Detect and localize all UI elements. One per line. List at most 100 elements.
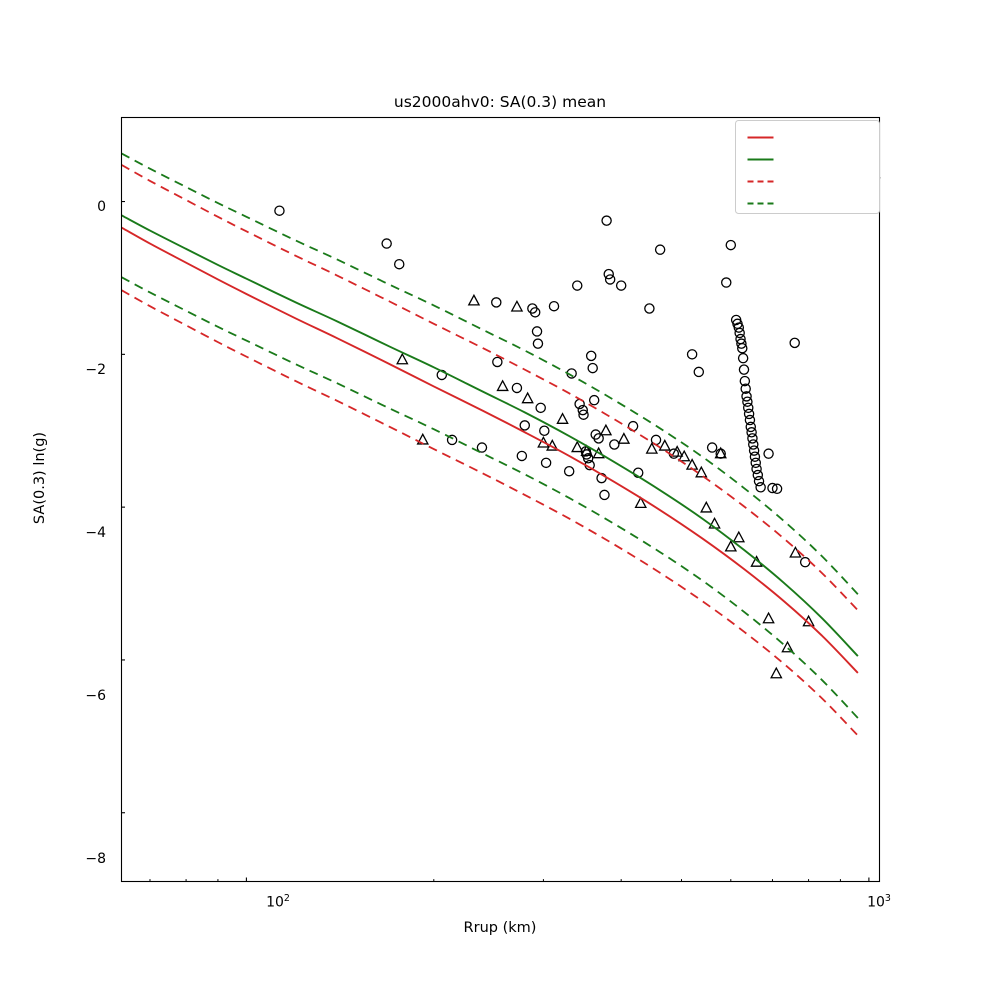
scatter-marker-circle (381, 238, 392, 249)
scatter-marker-circle (548, 300, 560, 312)
model-curves (121, 152, 859, 737)
scatter-marker-triangle (677, 449, 691, 462)
scatter-marker-circle (274, 205, 285, 216)
scatter-marker-circle (789, 337, 800, 349)
scatter-marker-triangle (592, 446, 605, 459)
scatter-marker-circle (511, 382, 523, 394)
scatter-marker-circle (743, 408, 755, 420)
scatter-marker-triangle (599, 423, 613, 436)
scatter-marker-circle (571, 280, 583, 291)
scatter-marker-circle (753, 475, 765, 487)
scatter-marker-triangle (732, 530, 746, 543)
legend-box (735, 120, 880, 214)
scatter-marker-circle (748, 439, 759, 450)
scatter-marker-circle (604, 274, 616, 285)
scatter-marker-circle (601, 215, 612, 226)
scatter-marker-circle (609, 439, 620, 450)
scatter-marker-circle (744, 414, 756, 426)
scatter-marker-circle (737, 342, 748, 354)
scatter-marker-circle (644, 303, 655, 314)
scatter-marker-triangle (510, 299, 524, 312)
scatter-marker-circle (588, 394, 600, 406)
scatter-marker-circle (799, 556, 811, 568)
curve-soil-stddev (121, 152, 859, 595)
scatter-marker-triangle (762, 611, 775, 624)
scatter-marker-circle (529, 307, 541, 318)
scatter-marker-circle (603, 268, 614, 280)
y-tick-label-m4: −4 (85, 525, 106, 541)
scatter-marker-circle (446, 434, 458, 446)
y-tick-label-m8: −8 (85, 851, 106, 867)
scatter-marker-circle (721, 277, 732, 288)
curve-rock-stddev (121, 289, 859, 737)
scatter-marker-circle (751, 463, 762, 475)
x-axis-label: Rrup (km) (463, 920, 537, 936)
scatter-marker-triangle (580, 444, 593, 457)
scatter-marker-circle (693, 366, 705, 378)
scatter-marker-circle (738, 364, 750, 375)
scatter-marker-circle (686, 349, 698, 360)
x-tick-label-1000: 103 (844, 893, 914, 911)
scatter-marker-circle (492, 356, 503, 368)
scatter-marker-circle (745, 421, 757, 433)
scatter-marker-circle (747, 433, 758, 444)
curve-rock (121, 226, 859, 674)
x-tick-label-100: 102 (243, 893, 313, 911)
scatter-marker-circle (585, 350, 597, 362)
scatter-marker-circle (749, 451, 761, 462)
scatter-markers (274, 205, 815, 679)
scatter-marker-triangle (781, 640, 794, 653)
scatter-marker-circle (763, 448, 774, 459)
scatter-marker-circle (742, 402, 754, 414)
scatter-marker-triangle (537, 435, 550, 448)
scatter-marker-triangle (770, 666, 783, 679)
scatter-marker-circle (491, 297, 502, 308)
scatter-marker-circle (563, 465, 575, 477)
scatter-marker-circle (476, 442, 488, 453)
curve-rock-stddev (121, 164, 859, 611)
scatter-marker-triangle (645, 442, 659, 454)
x-tick-mantissa-100: 10 (266, 894, 284, 911)
scatter-marker-circle (587, 362, 598, 374)
curve-soil-stddev (121, 276, 859, 719)
scatter-marker-circle (740, 383, 751, 394)
plot-title: us2000ahv0: SA(0.3) mean (393, 93, 607, 111)
scatter-marker-triangle (467, 293, 481, 306)
scatter-marker-triangle (571, 440, 584, 453)
y-tick-label-m6: −6 (85, 688, 106, 704)
scatter-marker-circle (734, 327, 745, 339)
axis-ticks (121, 200, 870, 882)
scatter-marker-circle (615, 280, 627, 291)
scatter-marker-circle (577, 404, 589, 416)
scatter-marker-circle (539, 425, 550, 436)
scatter-marker-circle (516, 450, 528, 462)
scatter-marker-triangle (396, 352, 409, 365)
scatter-marker-circle (736, 338, 747, 349)
scatter-marker-triangle (724, 539, 738, 552)
scatter-marker-circle (578, 409, 589, 420)
scatter-marker-circle (746, 427, 757, 438)
scatter-marker-circle (767, 482, 778, 494)
scatter-marker-circle (599, 489, 610, 501)
scatter-marker-circle (742, 396, 753, 407)
scatter-marker-circle (519, 420, 531, 431)
scatter-marker-circle (737, 352, 749, 364)
scatter-marker-circle (532, 338, 544, 349)
scatter-marker-circle (393, 258, 405, 270)
scatter-marker-circle (752, 469, 764, 481)
scatter-marker-triangle (789, 546, 802, 558)
scatter-marker-circle (706, 442, 718, 453)
scatter-marker-triangle (634, 496, 647, 509)
curve-soil (121, 214, 859, 657)
scatter-marker-triangle (670, 445, 684, 457)
scatter-marker-triangle (617, 432, 631, 444)
scatter-marker-circle (750, 457, 761, 469)
axes-frame (120, 116, 881, 883)
scatter-marker-triangle (521, 391, 534, 404)
x-tick-exponent-1000: 3 (884, 893, 891, 904)
scatter-marker-triangle (496, 379, 509, 392)
scatter-marker-circle (725, 239, 737, 251)
scatter-marker-circle (654, 244, 666, 255)
y-tick-label-0: 0 (97, 199, 106, 215)
